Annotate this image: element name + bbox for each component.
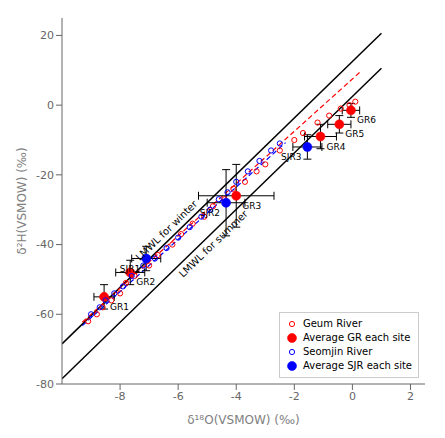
html-text:Geum River: Geum River [303,318,362,329]
html-text:Average GR each site: Average GR each site [303,332,411,343]
html-text:Average SJR each site: Average SJR each site [303,360,412,371]
svg-text:-20: -20 [36,169,54,182]
svg-text:SJR2: SJR2 [200,208,220,218]
svg-text:-40: -40 [36,238,54,251]
html-text:Seomjin River: Seomjin River [303,346,373,357]
svg-text:SJR3: SJR3 [281,152,301,162]
svg-text:-60: -60 [36,308,54,321]
svg-text:δ²H(VSMOW) (‰): δ²H(VSMOW) (‰) [15,147,29,254]
svg-text:0: 0 [349,390,356,403]
svg-text:GR3: GR3 [242,201,261,211]
svg-text:0: 0 [47,99,54,112]
svg-text:GR4: GR4 [326,142,345,152]
svg-text:GR1: GR1 [110,302,129,312]
svg-text:GR2: GR2 [136,277,155,287]
svg-text:-2: -2 [289,390,300,403]
svg-text:LMWL for summer: LMWL for summer [177,208,251,280]
svg-text:GR5: GR5 [345,129,364,139]
svg-text:-80: -80 [36,378,54,391]
svg-text:GR6: GR6 [357,115,376,125]
svg-text:SJR1: SJR1 [120,264,140,274]
svg-text:-6: -6 [173,390,184,403]
svg-text:LMWL for winter: LMWL for winter [133,198,200,263]
svg-text:2: 2 [407,390,414,403]
svg-text:-8: -8 [115,390,126,403]
svg-text:δ¹⁸O(VSMOW) (‰): δ¹⁸O(VSMOW) (‰) [187,413,300,427]
svg-text:-4: -4 [231,390,242,403]
svg-text:20: 20 [40,29,54,42]
